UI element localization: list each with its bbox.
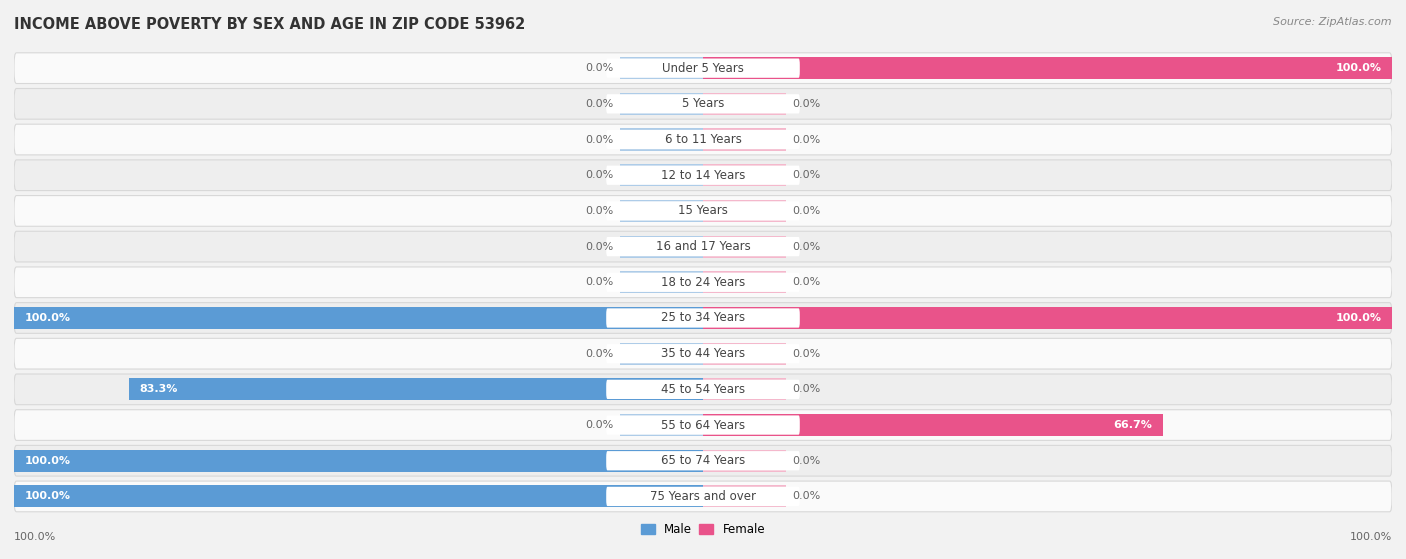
Bar (703, 414, 1163, 436)
Bar (620, 343, 703, 364)
Text: 0.0%: 0.0% (585, 277, 613, 287)
Text: 0.0%: 0.0% (793, 277, 821, 287)
Bar (620, 200, 703, 222)
Text: 55 to 64 Years: 55 to 64 Years (661, 419, 745, 432)
FancyBboxPatch shape (14, 53, 1392, 83)
Bar (620, 235, 703, 258)
FancyBboxPatch shape (14, 267, 1392, 297)
FancyBboxPatch shape (14, 302, 1392, 333)
Bar (703, 129, 786, 150)
Text: INCOME ABOVE POVERTY BY SEX AND AGE IN ZIP CODE 53962: INCOME ABOVE POVERTY BY SEX AND AGE IN Z… (14, 17, 526, 32)
Text: 45 to 54 Years: 45 to 54 Years (661, 383, 745, 396)
FancyBboxPatch shape (14, 410, 1392, 440)
Bar (620, 164, 703, 186)
Text: 5 Years: 5 Years (682, 97, 724, 110)
FancyBboxPatch shape (14, 231, 1392, 262)
FancyBboxPatch shape (606, 487, 800, 506)
Text: 0.0%: 0.0% (793, 491, 821, 501)
Text: 100.0%: 100.0% (24, 491, 70, 501)
Text: 0.0%: 0.0% (793, 349, 821, 359)
Bar (703, 164, 786, 186)
Text: 66.7%: 66.7% (1114, 420, 1152, 430)
Text: 0.0%: 0.0% (793, 206, 821, 216)
Bar (703, 93, 786, 115)
Text: 100.0%: 100.0% (1350, 532, 1392, 542)
Text: 100.0%: 100.0% (1336, 313, 1382, 323)
FancyBboxPatch shape (14, 374, 1392, 405)
Text: 0.0%: 0.0% (585, 349, 613, 359)
Bar (14, 449, 703, 472)
FancyBboxPatch shape (14, 446, 1392, 476)
Text: 100.0%: 100.0% (24, 456, 70, 466)
FancyBboxPatch shape (14, 338, 1392, 369)
Text: 100.0%: 100.0% (1336, 63, 1382, 73)
Text: 0.0%: 0.0% (793, 99, 821, 109)
FancyBboxPatch shape (606, 165, 800, 185)
Bar (129, 378, 703, 400)
Bar (620, 93, 703, 115)
Bar (703, 378, 786, 400)
FancyBboxPatch shape (14, 481, 1392, 512)
Text: 18 to 24 Years: 18 to 24 Years (661, 276, 745, 289)
FancyBboxPatch shape (606, 94, 800, 113)
Text: Source: ZipAtlas.com: Source: ZipAtlas.com (1274, 17, 1392, 27)
Bar (703, 271, 786, 293)
Text: 0.0%: 0.0% (793, 385, 821, 394)
Text: Under 5 Years: Under 5 Years (662, 61, 744, 75)
Bar (703, 485, 786, 508)
Text: 0.0%: 0.0% (585, 99, 613, 109)
Text: 0.0%: 0.0% (585, 63, 613, 73)
Text: 100.0%: 100.0% (24, 313, 70, 323)
Text: 0.0%: 0.0% (585, 206, 613, 216)
FancyBboxPatch shape (14, 160, 1392, 191)
Text: 0.0%: 0.0% (585, 135, 613, 145)
Text: 15 Years: 15 Years (678, 205, 728, 217)
Text: 0.0%: 0.0% (585, 420, 613, 430)
Text: 16 and 17 Years: 16 and 17 Years (655, 240, 751, 253)
Bar (620, 57, 703, 79)
Text: 0.0%: 0.0% (793, 456, 821, 466)
Bar (14, 307, 703, 329)
FancyBboxPatch shape (606, 273, 800, 292)
Bar (620, 129, 703, 150)
Text: 25 to 34 Years: 25 to 34 Years (661, 311, 745, 324)
FancyBboxPatch shape (606, 344, 800, 363)
Text: 83.3%: 83.3% (139, 385, 177, 394)
FancyBboxPatch shape (606, 451, 800, 470)
FancyBboxPatch shape (606, 237, 800, 256)
FancyBboxPatch shape (606, 380, 800, 399)
FancyBboxPatch shape (606, 130, 800, 149)
Bar (14, 485, 703, 508)
Bar (703, 235, 786, 258)
FancyBboxPatch shape (606, 309, 800, 328)
Bar (703, 57, 1392, 79)
FancyBboxPatch shape (606, 415, 800, 435)
FancyBboxPatch shape (606, 59, 800, 78)
Text: 75 Years and over: 75 Years and over (650, 490, 756, 503)
Text: 12 to 14 Years: 12 to 14 Years (661, 169, 745, 182)
FancyBboxPatch shape (14, 196, 1392, 226)
Text: 0.0%: 0.0% (793, 170, 821, 180)
FancyBboxPatch shape (14, 88, 1392, 119)
Bar (620, 414, 703, 436)
Text: 65 to 74 Years: 65 to 74 Years (661, 454, 745, 467)
Text: 35 to 44 Years: 35 to 44 Years (661, 347, 745, 360)
Bar (703, 449, 786, 472)
Text: 0.0%: 0.0% (585, 170, 613, 180)
Legend: Male, Female: Male, Female (636, 518, 770, 541)
Bar (703, 307, 1392, 329)
Bar (620, 271, 703, 293)
Text: 0.0%: 0.0% (585, 241, 613, 252)
Text: 0.0%: 0.0% (793, 241, 821, 252)
Text: 100.0%: 100.0% (14, 532, 56, 542)
FancyBboxPatch shape (606, 201, 800, 221)
Text: 0.0%: 0.0% (793, 135, 821, 145)
Bar (703, 343, 786, 364)
Text: 6 to 11 Years: 6 to 11 Years (665, 133, 741, 146)
FancyBboxPatch shape (14, 124, 1392, 155)
Bar (703, 200, 786, 222)
